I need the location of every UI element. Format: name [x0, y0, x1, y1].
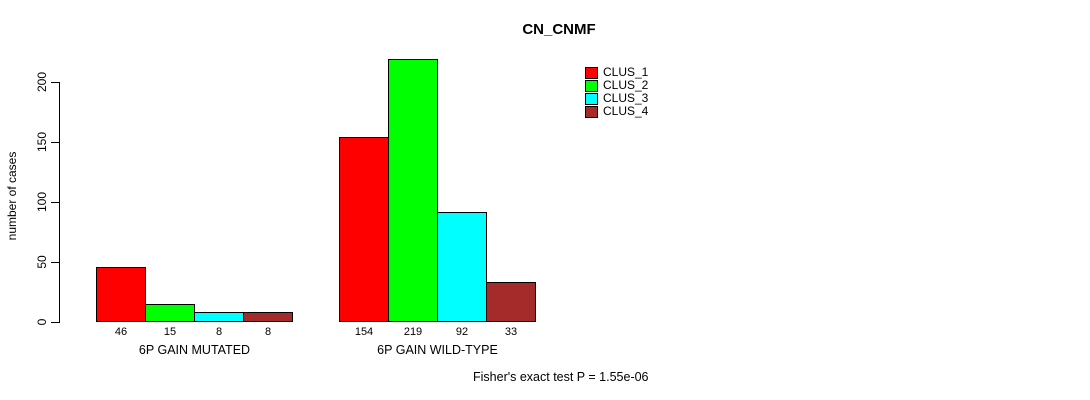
x-category-label: 6P GAIN MUTATED — [138, 343, 251, 357]
chart-title: CN_CNMF — [522, 21, 596, 38]
y-axis-line — [59, 82, 60, 323]
bar-value-label: 92 — [455, 326, 469, 338]
bar-value-label: 33 — [504, 326, 518, 338]
bar — [145, 304, 195, 322]
legend-label: CLUS_1 — [603, 65, 649, 79]
legend-swatch — [585, 66, 598, 79]
y-tick — [51, 142, 59, 143]
legend-item: CLUS_3 — [585, 92, 648, 105]
y-tick — [51, 322, 59, 323]
annotation-fisher-test: Fisher's exact test P = 1.55e-06 — [473, 370, 649, 384]
legend: CLUS_1 CLUS_2 CLUS_3 CLUS_4 — [585, 66, 648, 118]
legend-label: CLUS_3 — [603, 91, 649, 105]
bar — [388, 59, 438, 322]
bar — [486, 282, 536, 322]
y-tick — [51, 202, 59, 203]
y-tick — [51, 262, 59, 263]
bar-value-label: 154 — [354, 326, 374, 338]
legend-swatch — [585, 105, 598, 118]
y-tick-label: 50 — [35, 255, 49, 269]
bar-value-label: 46 — [114, 326, 128, 338]
bar — [437, 211, 487, 322]
legend-label: CLUS_2 — [603, 78, 649, 92]
bar — [194, 312, 244, 322]
bar-value-label: 8 — [264, 326, 272, 338]
y-tick-label: 200 — [35, 71, 49, 93]
legend-swatch — [585, 92, 598, 105]
y-axis-title: number of cases — [5, 151, 19, 241]
legend-item: CLUS_1 — [585, 66, 648, 79]
legend-swatch — [585, 79, 598, 92]
y-tick-label: 100 — [35, 191, 49, 213]
legend-item: CLUS_4 — [585, 105, 648, 118]
y-tick — [51, 82, 59, 83]
bar-value-label: 8 — [215, 326, 223, 338]
legend-item: CLUS_2 — [585, 79, 648, 92]
bar-value-label: 219 — [403, 326, 423, 338]
bar — [96, 266, 146, 322]
bar-value-label: 15 — [163, 326, 177, 338]
x-category-label: 6P GAIN WILD-TYPE — [377, 343, 498, 357]
y-tick-label: 150 — [35, 131, 49, 153]
legend-label: CLUS_4 — [603, 104, 649, 118]
bar — [243, 312, 293, 322]
bar — [339, 137, 389, 322]
y-tick-label: 0 — [35, 318, 49, 326]
